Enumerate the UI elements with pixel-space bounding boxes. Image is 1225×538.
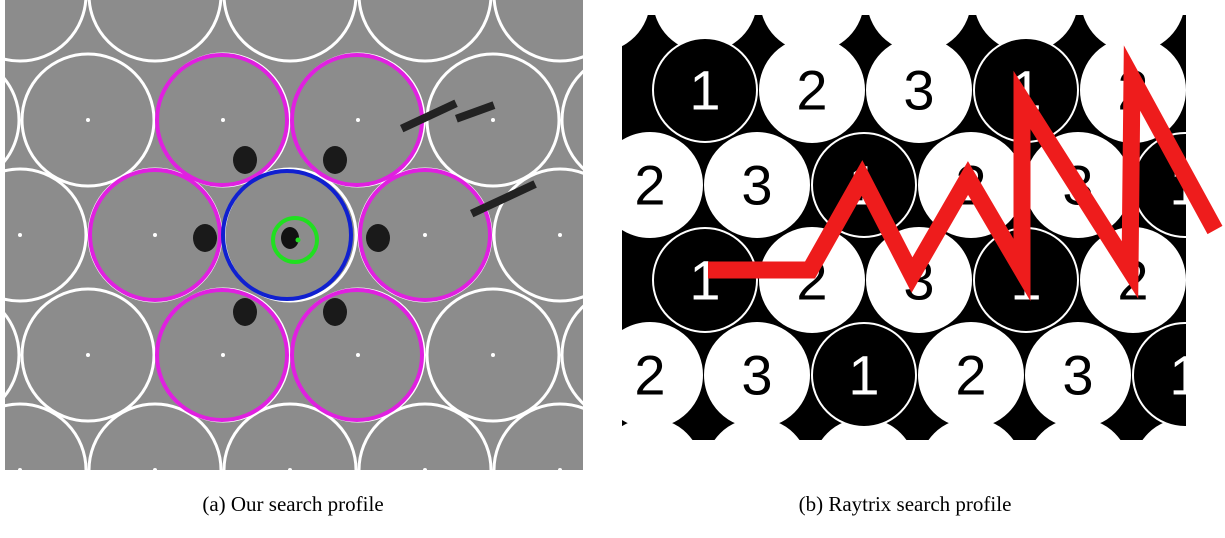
lens-center <box>153 468 157 472</box>
lens-label: 2 <box>634 154 665 217</box>
panel-a-image <box>0 0 694 480</box>
lens-center <box>423 233 427 237</box>
caption-a: (a) Our search profile <box>43 492 543 517</box>
lens-center <box>356 118 360 122</box>
lens-center <box>491 353 495 357</box>
lens-label: 1 <box>689 249 720 312</box>
dark-spot <box>233 146 257 174</box>
dark-spot <box>323 146 347 174</box>
dark-spot <box>193 224 217 252</box>
caption-b: (b) Raytrix search profile <box>655 492 1155 517</box>
lens-label: 3 <box>903 59 934 122</box>
dark-spot <box>366 224 390 252</box>
lens-label: 1 <box>689 59 720 122</box>
lens-label: 3 <box>1062 344 1093 407</box>
center-point <box>296 238 301 243</box>
lens-center <box>558 468 562 472</box>
dark-spot <box>323 298 347 326</box>
lens-center <box>221 353 225 357</box>
lens-center <box>558 233 562 237</box>
lens-center <box>288 468 292 472</box>
lens-label: 2 <box>634 344 665 407</box>
figure: 1231223123112312231231 (a) Our search pr… <box>0 0 1225 538</box>
lens-label: 3 <box>741 154 772 217</box>
lens-label: 2 <box>796 59 827 122</box>
lens-label: 2 <box>955 344 986 407</box>
dark-spot <box>233 298 257 326</box>
lens-center <box>491 118 495 122</box>
lens-center <box>86 118 90 122</box>
lens-center <box>18 468 22 472</box>
lens-center <box>18 233 22 237</box>
lens-center <box>356 353 360 357</box>
lens-center <box>221 118 225 122</box>
lens-circle <box>1188 0 1225 52</box>
lens-label: 1 <box>1169 344 1200 407</box>
lens-label: 3 <box>741 344 772 407</box>
lens-label: 1 <box>848 344 879 407</box>
dark-spot <box>281 227 299 249</box>
lens-center <box>86 353 90 357</box>
lens-center <box>423 468 427 472</box>
lens-center <box>153 233 157 237</box>
